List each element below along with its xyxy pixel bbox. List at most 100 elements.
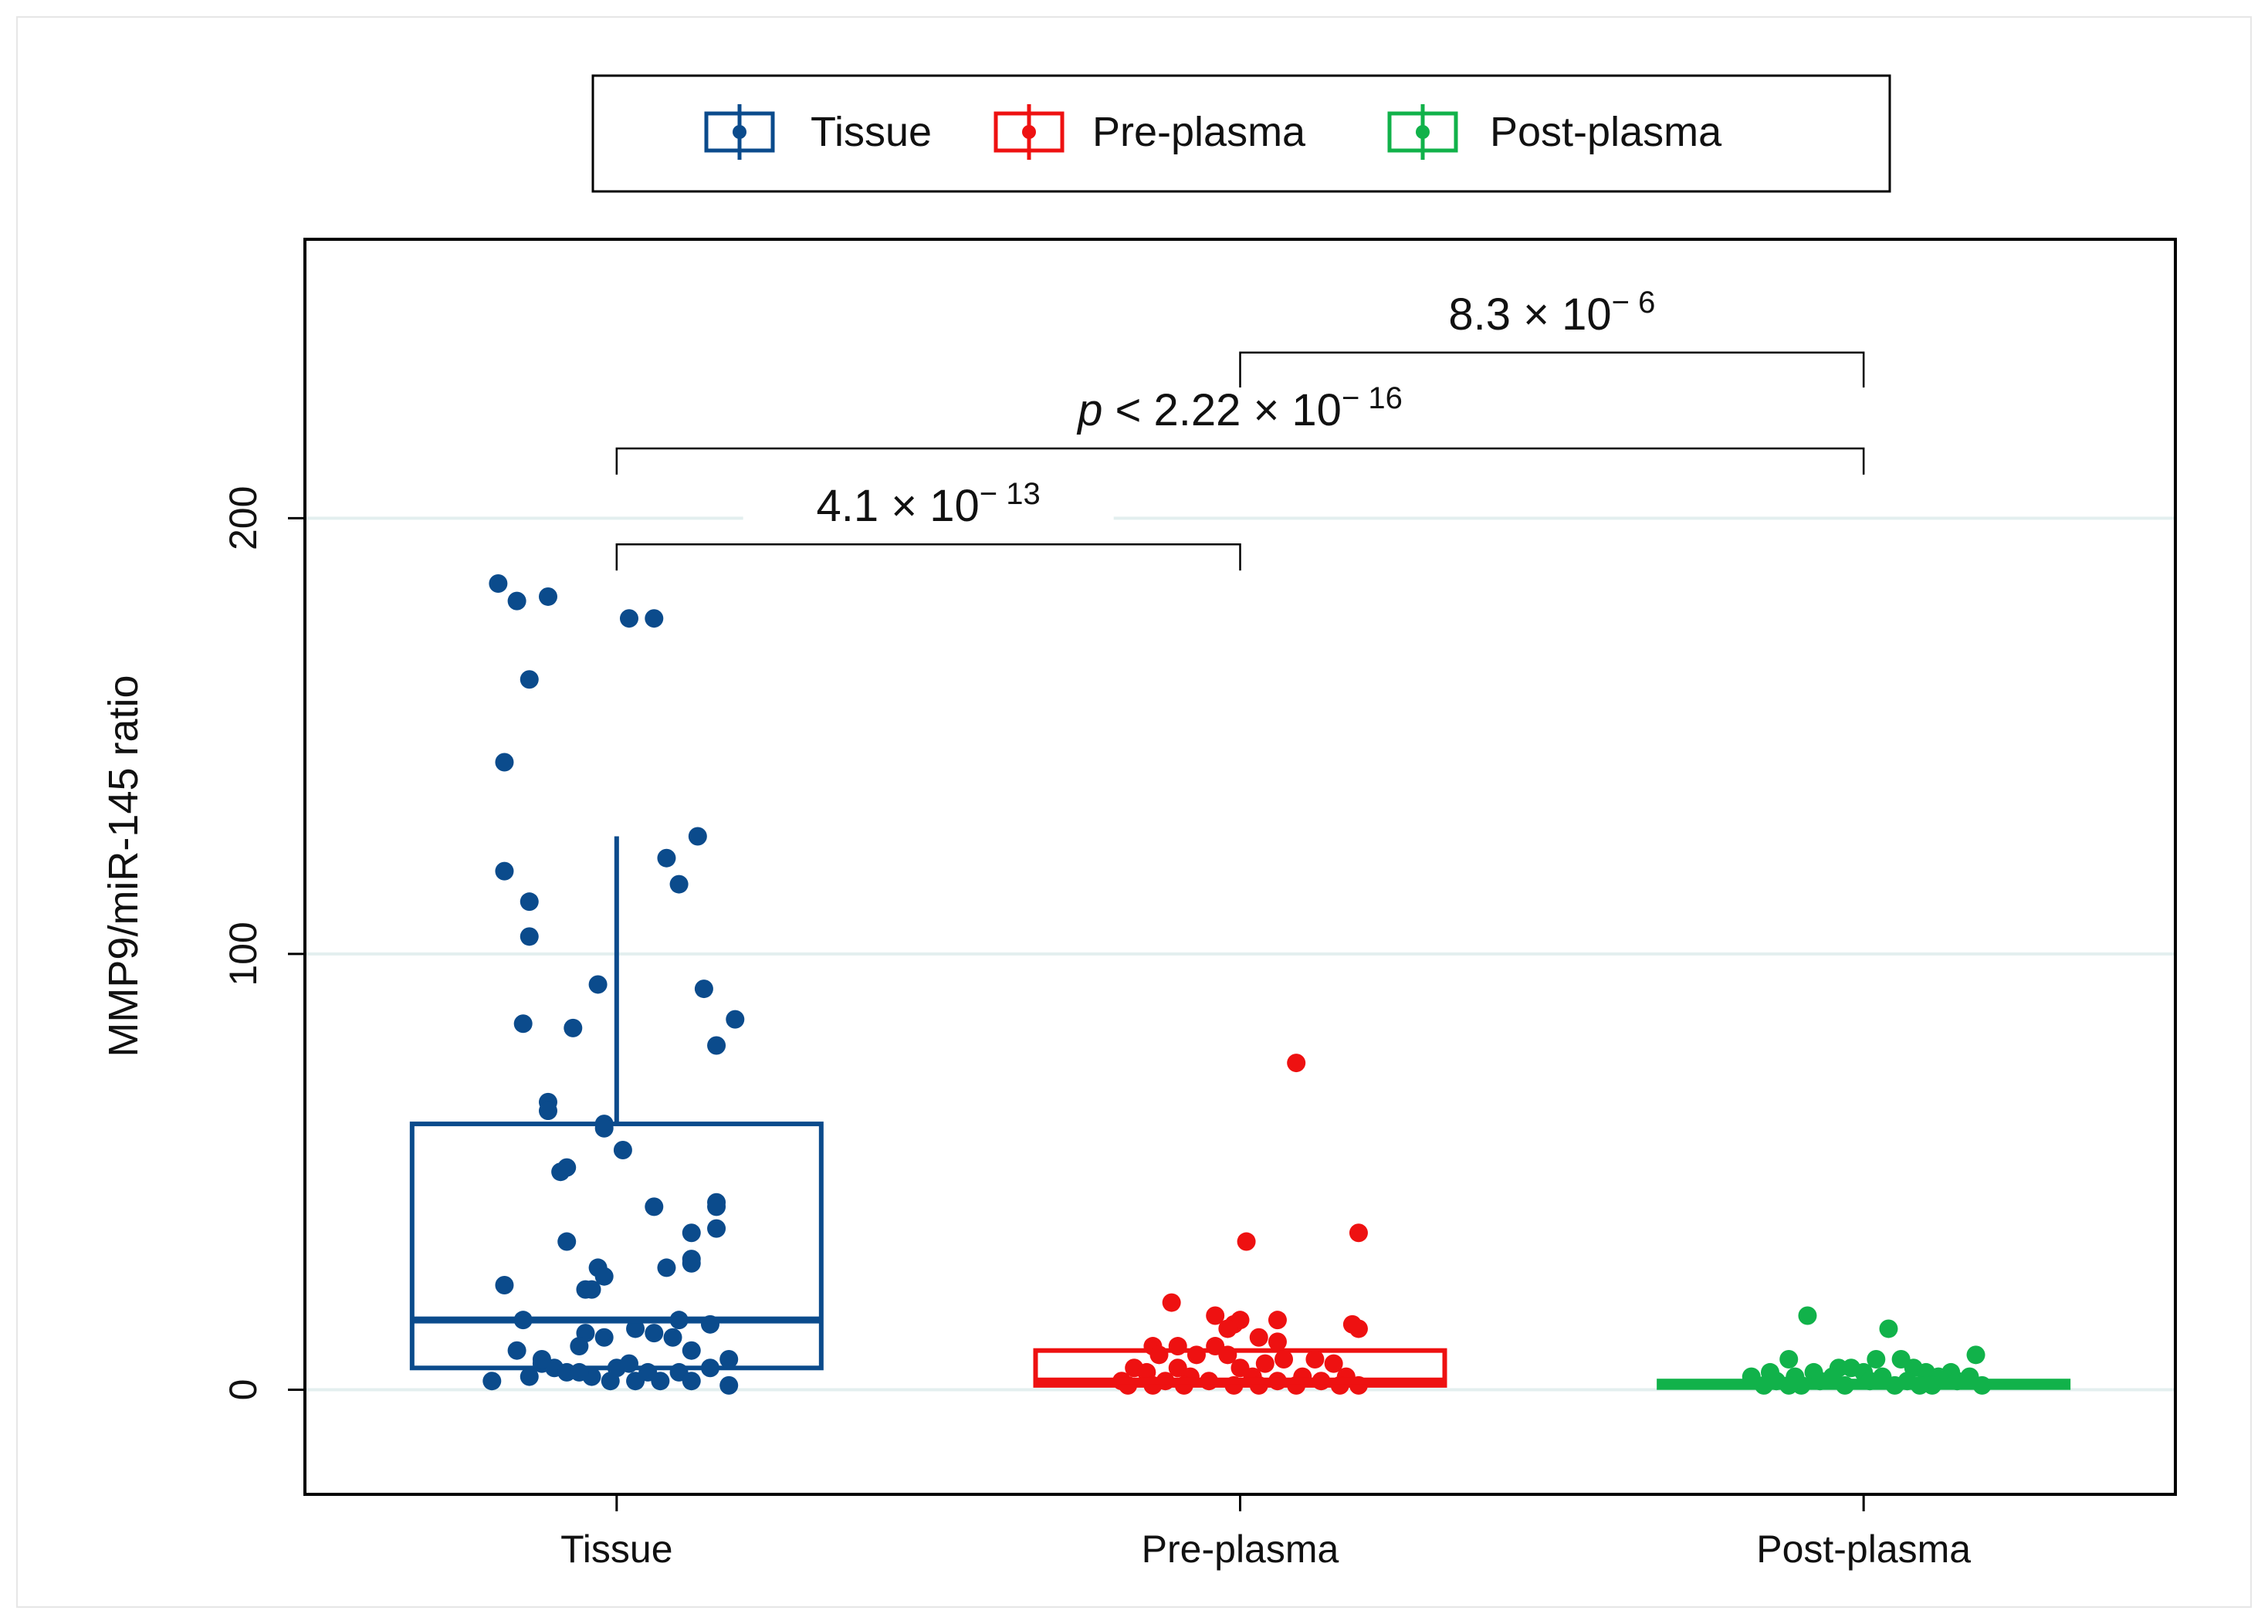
pre-plasma-point <box>1324 1354 1343 1373</box>
post-plasma-point <box>1867 1349 1886 1369</box>
tissue-point <box>645 1197 664 1216</box>
legend-key-dot <box>733 125 746 139</box>
series-pre-plasma <box>1033 1054 1447 1395</box>
pre-plasma-point <box>1206 1306 1225 1325</box>
tissue-point <box>507 591 526 611</box>
tissue-point <box>700 1358 719 1378</box>
tissue-point <box>682 1341 701 1360</box>
tissue-point <box>626 1319 645 1338</box>
legend-item-tissue: Tissue <box>704 104 932 160</box>
pre-plasma-point <box>1249 1328 1268 1347</box>
tissue-point <box>719 1375 739 1395</box>
series-tissue <box>409 574 824 1395</box>
pre-plasma-point <box>1255 1354 1274 1373</box>
tissue-point <box>551 1162 570 1182</box>
pre-plasma-point <box>1268 1332 1287 1352</box>
tissue-point <box>482 1372 502 1391</box>
tissue-point <box>495 861 514 881</box>
post-plasma-point <box>1798 1306 1817 1325</box>
tissue-point <box>726 1010 745 1029</box>
pre-plasma-point <box>1287 1054 1306 1073</box>
significance-annotations: 8.3 × 10− 6 p < 2.22 × 10− 16 4.1 × 10− 13 <box>615 286 1865 571</box>
pre-plasma-point <box>1349 1223 1368 1243</box>
x-tick-label-post-plasma: Post-plasma <box>1756 1528 1971 1571</box>
y-tick-label-100: 100 <box>222 922 265 986</box>
legend-key-dot <box>1022 125 1036 139</box>
tissue-point <box>520 892 539 912</box>
x-tick-label-tissue: Tissue <box>560 1528 672 1571</box>
tissue-point <box>520 927 539 946</box>
tissue-point <box>495 1276 514 1294</box>
pre-plasma-point <box>1218 1345 1237 1365</box>
pre-plasma-point <box>1186 1345 1206 1365</box>
tissue-point <box>719 1349 739 1369</box>
tissue-point <box>682 1223 701 1243</box>
tissue-point <box>651 1372 670 1391</box>
tissue-point <box>645 1324 664 1343</box>
tissue-point <box>489 574 508 594</box>
y-tick-label-200: 200 <box>222 486 265 550</box>
pre-plasma-point <box>1305 1349 1325 1369</box>
tissue-point <box>682 1372 701 1391</box>
p-symbol: p <box>1076 385 1102 435</box>
tissue-point <box>564 1018 583 1037</box>
tissue-point <box>601 1372 620 1391</box>
pre-plasma-point <box>1168 1337 1187 1356</box>
legend-label-pre-plasma: Pre-plasma <box>1092 109 1306 155</box>
tissue-box <box>409 1122 824 1371</box>
y-axis-label: MMP9/miR-145 ratio <box>100 675 147 1057</box>
bracket-line <box>1239 351 1865 387</box>
y-tick-label-0: 0 <box>222 1379 265 1401</box>
tissue-point <box>570 1362 589 1382</box>
tissue-point <box>645 609 664 628</box>
tissue-point <box>707 1036 726 1055</box>
tissue-point <box>588 975 608 994</box>
post-plasma-point <box>1966 1345 1985 1365</box>
tissue-point <box>688 827 707 846</box>
post-plasma-point <box>1779 1349 1799 1369</box>
tissue-point <box>594 1118 614 1138</box>
tissue-point <box>520 1367 539 1386</box>
p-value-exponent: − 16 <box>1342 381 1403 415</box>
plot-frame <box>303 238 2177 1496</box>
y-axis: 0 100 200 <box>222 486 305 1401</box>
p-value-base: 4.1 × 10 <box>817 481 980 531</box>
tissue-point <box>663 1328 682 1347</box>
legend-key-tissue <box>704 104 775 160</box>
bracket-tissue-vs-pre-plasma: 4.1 × 10− 13 <box>615 477 1241 571</box>
legend: Tissue Pre-plasma Post-plasma <box>591 74 1891 193</box>
tissue-point <box>594 1267 614 1286</box>
tissue-point <box>582 1280 601 1299</box>
pre-plasma-point <box>1162 1293 1181 1312</box>
post-plasma-point <box>1879 1319 1898 1338</box>
p-value-label: 4.1 × 10− 13 <box>817 477 1041 531</box>
tissue-point <box>626 1372 645 1391</box>
p-value-exponent: − 6 <box>1612 286 1656 320</box>
legend-key-pre-plasma <box>994 104 1065 160</box>
legend-label-tissue: Tissue <box>811 109 932 155</box>
tissue-point <box>520 670 539 689</box>
pre-plasma-point <box>1268 1311 1287 1330</box>
series-post-plasma <box>1657 1306 2071 1395</box>
tissue-point <box>538 587 557 606</box>
tissue-point <box>532 1349 551 1369</box>
series-layer <box>409 574 2071 1395</box>
tissue-point <box>657 1258 676 1277</box>
legend-item-post-plasma: Post-plasma <box>1387 104 1722 160</box>
tissue-point <box>682 1254 701 1273</box>
tissue-point <box>495 753 514 772</box>
p-value-exponent: − 13 <box>980 477 1041 511</box>
tissue-point <box>507 1341 526 1360</box>
tissue-point <box>657 848 676 868</box>
tissue-point <box>513 1014 533 1034</box>
legend-item-pre-plasma: Pre-plasma <box>994 104 1306 160</box>
tissue-point <box>613 1140 632 1159</box>
legend-box <box>591 74 1891 193</box>
tissue-point <box>707 1197 726 1216</box>
label-backdrop <box>743 481 1114 540</box>
p-value-base: < 2.22 × 10 <box>1102 385 1342 435</box>
tissue-point <box>557 1232 577 1251</box>
tissue-point <box>594 1328 614 1347</box>
p-value-label: 8.3 × 10− 6 <box>1448 286 1655 340</box>
